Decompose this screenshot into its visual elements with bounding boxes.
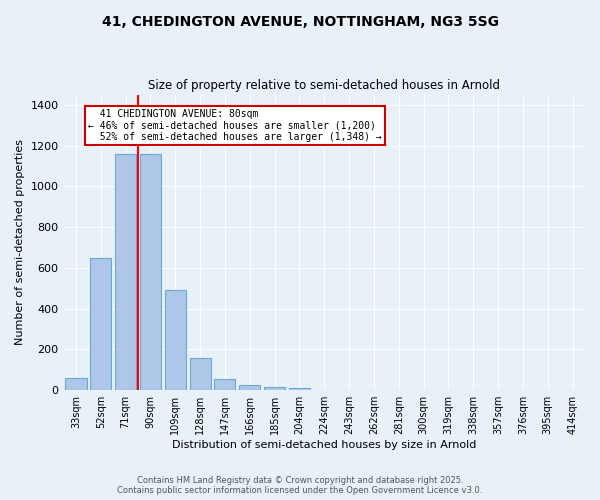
Bar (214, 379, 235, 390)
Bar (115, 154, 136, 390)
Title: Size of property relative to semi-detached houses in Arnold: Size of property relative to semi-detach… (148, 79, 500, 92)
Bar (264, 387, 285, 390)
Bar (90, 258, 112, 390)
Bar (239, 385, 260, 390)
X-axis label: Distribution of semi-detached houses by size in Arnold: Distribution of semi-detached houses by … (172, 440, 476, 450)
Bar (65, 378, 86, 390)
Y-axis label: Number of semi-detached properties: Number of semi-detached properties (15, 140, 25, 346)
Bar (190, 358, 211, 390)
Text: Contains HM Land Registry data © Crown copyright and database right 2025.
Contai: Contains HM Land Registry data © Crown c… (118, 476, 482, 495)
Bar (289, 388, 310, 390)
Bar (140, 154, 161, 390)
Bar (165, 290, 186, 390)
Text: 41, CHEDINGTON AVENUE, NOTTINGHAM, NG3 5SG: 41, CHEDINGTON AVENUE, NOTTINGHAM, NG3 5… (101, 15, 499, 29)
Text: 41 CHEDINGTON AVENUE: 80sqm
← 46% of semi-detached houses are smaller (1,200)
  : 41 CHEDINGTON AVENUE: 80sqm ← 46% of sem… (88, 109, 382, 142)
